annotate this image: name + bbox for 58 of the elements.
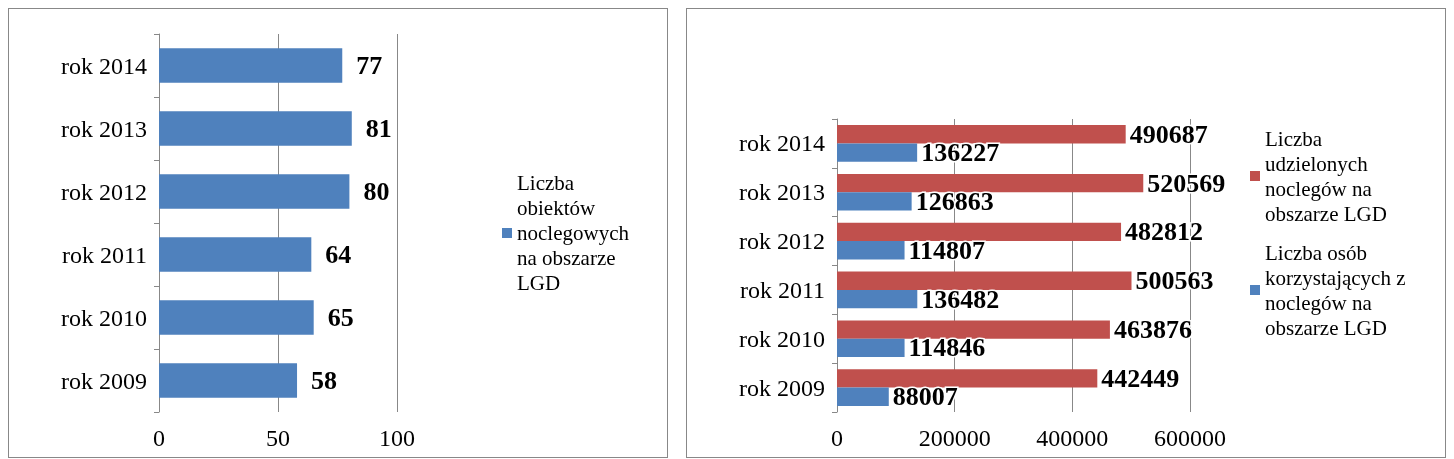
legend-label: Liczba obiektów noclegowych na obszarze LGD [517,171,635,295]
bar [159,363,298,398]
data-label: 114807 [908,235,986,265]
bar [837,320,1110,339]
x-tick-label: 0 [153,425,165,451]
bar [837,173,1144,193]
x-tick-label: 200000 [918,425,991,451]
bar [837,369,1098,388]
y-tick-label: rok 2011 [739,276,825,303]
bar [837,222,1122,242]
x-tick-label: 100 [379,425,415,451]
data-label: 442449 [1101,363,1180,393]
x-tick-label: 600000 [1154,425,1226,451]
y-tick-label: rok 2010 [739,325,825,352]
y-tick-label: rok 2009 [61,367,147,394]
bar [837,192,912,211]
data-label: 114846 [908,333,986,363]
data-label: 482812 [1125,217,1204,247]
y-tick-label: rok 2014 [739,130,825,157]
data-label: 136482 [921,284,1000,314]
bar [159,48,343,83]
data-label: 463876 [1113,315,1192,345]
bar [837,241,905,260]
bar [837,387,889,406]
data-label: 88007 [892,382,958,412]
data-label: 520569 [1147,168,1226,198]
data-label: 500563 [1135,266,1214,296]
x-tick-label: 50 [266,425,290,451]
y-tick-label: rok 2009 [739,374,825,401]
y-tick-label: rok 2012 [739,228,825,255]
y-tick-label: rok 2012 [61,178,147,205]
bar [159,111,352,146]
y-tick-label: rok 2013 [61,115,147,142]
bar [837,125,1126,144]
bar [837,289,918,309]
legend-label: Liczba udzielonych noclegów na obszarze LGD [1265,126,1387,226]
data-label: 58 [311,366,338,395]
x-tick-label: 400000 [1036,425,1109,451]
x-tick-label: 0 [831,425,843,451]
data-label: 64 [325,240,352,269]
y-tick-label: rok 2013 [739,179,825,206]
legend-label: Liczba osób korzystających z noclegów na obszarze LGD [1265,240,1411,340]
y-tick-label: rok 2014 [61,52,147,79]
bar [159,174,350,209]
data-label: 81 [365,114,392,143]
bar [837,143,918,162]
bar [837,338,905,358]
bar [159,237,312,272]
data-label: 65 [327,303,354,332]
data-label: 77 [356,51,383,80]
data-label: 126863 [915,186,994,216]
y-tick-label: rok 2010 [61,304,147,331]
data-label: 80 [363,177,390,206]
bar [837,271,1132,290]
data-label: 490687 [1129,119,1208,149]
bar [159,300,314,335]
y-tick-label: rok 2011 [61,241,147,268]
data-label: 136227 [921,138,1000,168]
